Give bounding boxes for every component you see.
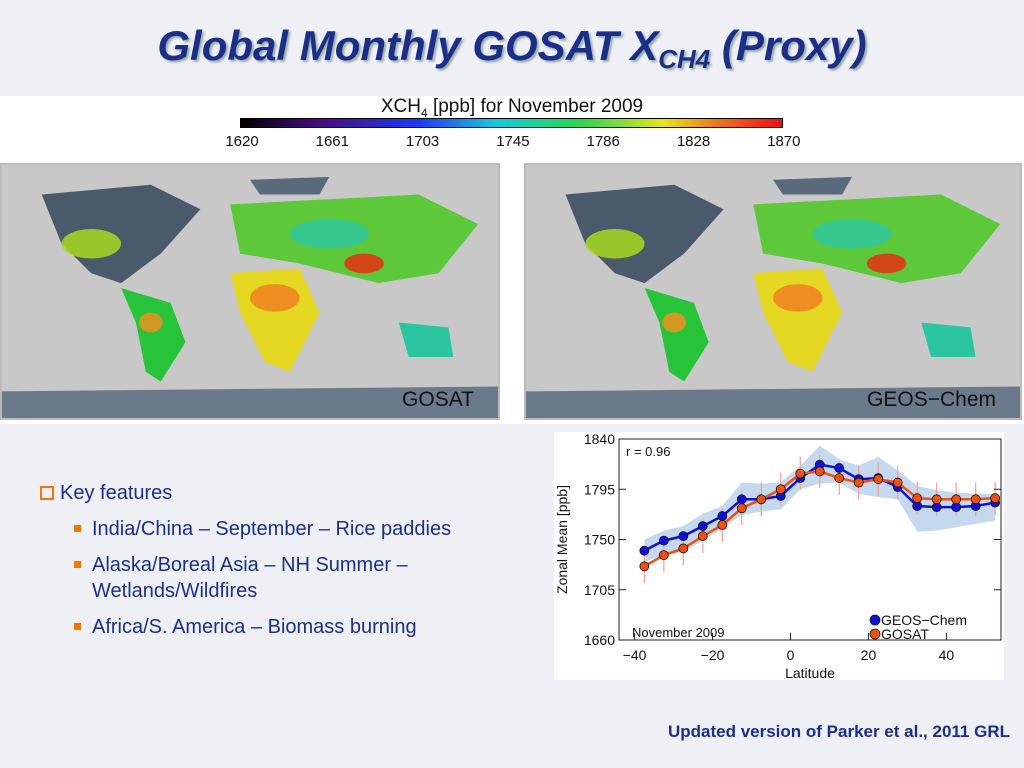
x-tick-label: 20 <box>861 647 877 663</box>
xch4-hotspot <box>289 219 370 249</box>
x-tick-label: 0 <box>787 647 795 663</box>
xch4-hotspot <box>250 284 300 312</box>
data-point <box>873 474 884 485</box>
data-point <box>658 535 669 546</box>
data-point <box>736 503 747 514</box>
landmass <box>398 322 454 357</box>
data-point <box>678 531 689 542</box>
landmass <box>565 184 724 284</box>
legend-label: GEOS−Chem <box>881 612 967 628</box>
x-tick-label: 40 <box>939 647 955 663</box>
xch4-hotspot <box>662 312 687 333</box>
xch4-hotspot <box>585 228 645 259</box>
data-point <box>717 511 728 521</box>
xch4-hotspot <box>138 312 163 333</box>
bullet-item: Africa/S. America – Biomass burning <box>74 614 472 640</box>
colorbar-tick: 1620 <box>225 133 259 150</box>
key-features-list: Key features India/China – September – R… <box>40 480 472 640</box>
data-point <box>951 494 962 505</box>
colorbar-tick: 1745 <box>496 133 530 150</box>
data-point <box>639 545 650 556</box>
colorbar-tick: 1786 <box>586 133 620 150</box>
landmass <box>921 322 976 357</box>
data-point <box>639 561 650 572</box>
data-point <box>736 494 747 505</box>
data-point <box>697 531 708 542</box>
data-point <box>658 550 669 561</box>
landmass <box>250 176 330 195</box>
legend-label: GOSAT <box>881 626 929 642</box>
y-tick-label: 1705 <box>584 582 615 598</box>
landmass <box>526 386 1020 418</box>
bullet-item: Alaska/Boreal Asia – NH Summer – Wetland… <box>74 552 472 604</box>
xch4-hotspot <box>773 284 823 312</box>
y-axis-label: Zonal Mean [ppb] <box>554 485 570 594</box>
y-tick-label: 1750 <box>584 532 615 548</box>
citation: Updated version of Parker et al., 2011 G… <box>667 722 1010 741</box>
data-point <box>717 520 728 530</box>
zonal-mean-chart: 1660 1705 1750 1795 1840 −40 −20 0 20 40 Latitude Z… <box>554 432 1004 680</box>
data-point <box>912 493 923 504</box>
checkbox-bullet-icon <box>40 486 54 500</box>
colorbar-tick: 1870 <box>767 133 801 150</box>
xch4-hotspot <box>61 228 122 259</box>
bullet-item: India/China – September – Rice paddies <box>74 516 472 542</box>
map-label: GEOS−Chem <box>867 388 996 411</box>
legend-marker <box>869 614 881 626</box>
y-tick-label: 1660 <box>584 632 615 648</box>
colorbar <box>240 118 783 128</box>
title-tail: (Proxy) <box>710 22 867 69</box>
data-point <box>834 473 845 483</box>
colorbar-tick: 1703 <box>405 133 440 150</box>
x-axis-label: Latitude <box>785 665 835 680</box>
y-tick-label: 1795 <box>584 481 615 497</box>
title-band <box>0 0 1024 96</box>
colorbar-tick: 1661 <box>315 133 349 150</box>
xch4-hotspot <box>812 219 892 249</box>
x-tick-label: −20 <box>701 647 725 663</box>
data-point <box>834 463 845 473</box>
data-point <box>970 494 981 505</box>
title-main: Global Monthly GOSAT X <box>157 22 659 69</box>
landmass <box>644 288 709 382</box>
landmass <box>2 386 498 418</box>
bullet-heading: Key features <box>40 480 472 506</box>
data-point <box>775 484 786 495</box>
chart-svg: 1660 1705 1750 1795 1840 −40 −20 0 20 40 Latitude Z… <box>554 432 1002 680</box>
data-point <box>892 477 903 488</box>
landmass <box>41 184 201 284</box>
title-subscript: CH4 <box>658 44 711 74</box>
xch4-hotspot <box>866 253 907 274</box>
data-point <box>853 477 864 488</box>
correlation-annotation: r = 0.96 <box>626 444 670 459</box>
data-point <box>814 466 825 477</box>
period-annotation: November 2009 <box>632 625 725 640</box>
data-point <box>795 468 806 479</box>
x-tick-label: −40 <box>623 647 647 663</box>
map-gosat: GOSAT <box>0 163 500 420</box>
legend-marker <box>869 628 881 640</box>
colorbar-title: XCH4 [ppb] for November 2009 <box>380 96 644 120</box>
y-tick-label: 1840 <box>584 432 615 447</box>
data-point <box>756 494 767 505</box>
xch4-hotspot <box>344 253 384 274</box>
landmass <box>773 176 853 195</box>
landmass <box>121 288 186 382</box>
data-point <box>678 543 689 554</box>
data-point <box>990 493 1001 504</box>
map-label: GOSAT <box>402 388 474 411</box>
colorbar-tick: 1828 <box>676 133 711 150</box>
data-point <box>931 494 942 505</box>
data-point <box>697 521 708 531</box>
map-geos-chem: GEOS−Chem <box>524 163 1022 420</box>
slide-title: Global Monthly GOSAT XCH4 (Proxy) <box>0 22 1024 75</box>
